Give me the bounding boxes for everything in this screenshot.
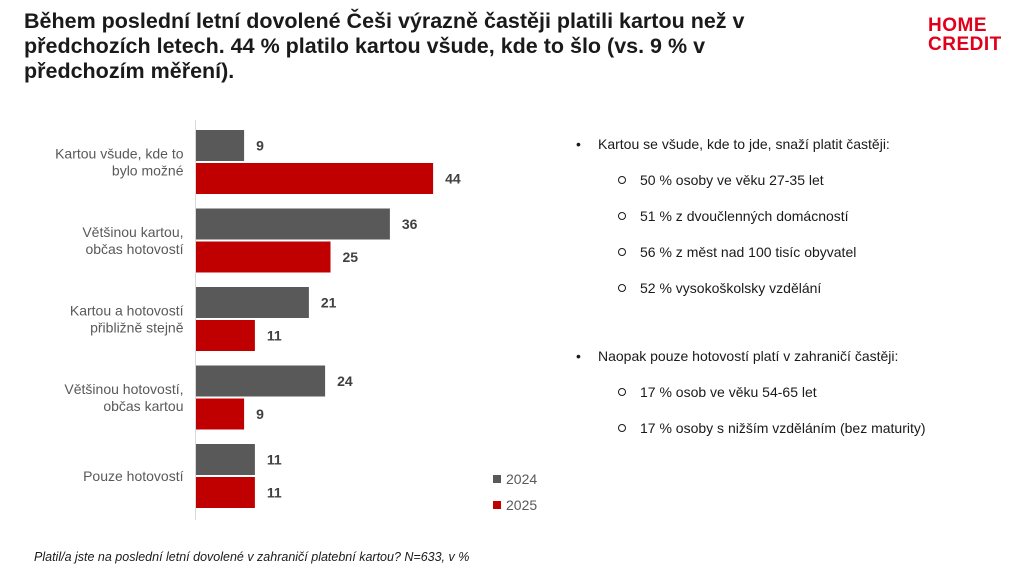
legend-swatch-2024 <box>493 475 501 483</box>
category-label: občas kartou <box>103 398 183 414</box>
bar-2024 <box>195 130 245 161</box>
note-item: 17 % osob ve věku 54-65 let <box>598 383 1016 401</box>
category-label: Většinou kartou, <box>82 224 183 240</box>
bar-2024 <box>195 365 326 397</box>
value-label: 36 <box>402 216 418 232</box>
value-label: 11 <box>267 328 282 344</box>
value-label: 24 <box>337 373 353 389</box>
legend-swatch-2025 <box>493 501 501 509</box>
value-label: 44 <box>445 171 461 187</box>
note-group-cash: Naopak pouze hotovostí platí v zahraničí… <box>576 347 1016 437</box>
category-label: občas hotovostí <box>85 241 183 257</box>
bar-2025 <box>195 320 255 351</box>
note-item: 52 % vysokoškolsky vzdělání <box>598 279 1016 297</box>
value-label: 9 <box>256 138 264 154</box>
bar-2024 <box>195 444 255 475</box>
note-sublist-card: 50 % osoby ve věku 27-35 let 51 % z dvou… <box>598 171 1016 297</box>
note-item: 17 % osoby s nižším vzděláním (bez matur… <box>598 419 1016 437</box>
note-item: 51 % z dvoučlenných domácností <box>598 207 1016 225</box>
category-label: Kartou všude, kde to <box>55 146 184 162</box>
notes-list: Kartou se všude, kde to jde, snaží plati… <box>576 135 1016 437</box>
logo-line-home: HOME <box>928 15 987 36</box>
value-label: 11 <box>267 452 282 468</box>
bar-2024 <box>195 208 390 240</box>
home-credit-logo: HOME CREDIT <box>928 16 1020 54</box>
value-label: 9 <box>256 406 264 422</box>
category-label: Kartou a hotovostí <box>70 303 184 319</box>
bar-2024 <box>195 287 309 318</box>
bar-2025 <box>195 398 245 430</box>
category-label: přibližně stejně <box>90 320 184 336</box>
legend-label-2025: 2025 <box>506 497 537 513</box>
bar-2025 <box>195 477 255 508</box>
value-label: 21 <box>321 295 337 311</box>
bar-2025 <box>195 241 331 273</box>
category-label: Většinou hotovostí, <box>64 381 183 397</box>
chart-footnote: Platil/a jste na poslední letní dovolené… <box>34 550 470 564</box>
value-label: 11 <box>267 485 282 501</box>
note-item: 50 % osoby ve věku 27-35 let <box>598 171 1016 189</box>
legend-label-2024: 2024 <box>506 471 537 487</box>
category-label: bylo možné <box>112 163 184 179</box>
page-title: Během poslední letní dovolené Češi výraz… <box>24 9 745 83</box>
bar-2025 <box>195 163 434 194</box>
value-label: 25 <box>343 249 359 265</box>
note-heading-cash: Naopak pouze hotovostí platí v zahraničí… <box>598 348 899 364</box>
note-group-card: Kartou se všude, kde to jde, snaží plati… <box>576 135 1016 297</box>
note-heading-card: Kartou se všude, kde to jde, snaží plati… <box>598 136 890 152</box>
note-item: 56 % z měst nad 100 tisíc obyvatel <box>598 243 1016 261</box>
category-label: Pouze hotovostí <box>83 468 184 484</box>
note-sublist-cash: 17 % osob ve věku 54-65 let 17 % osoby s… <box>598 383 1016 437</box>
logo-line-credit: CREDIT <box>928 34 1002 55</box>
